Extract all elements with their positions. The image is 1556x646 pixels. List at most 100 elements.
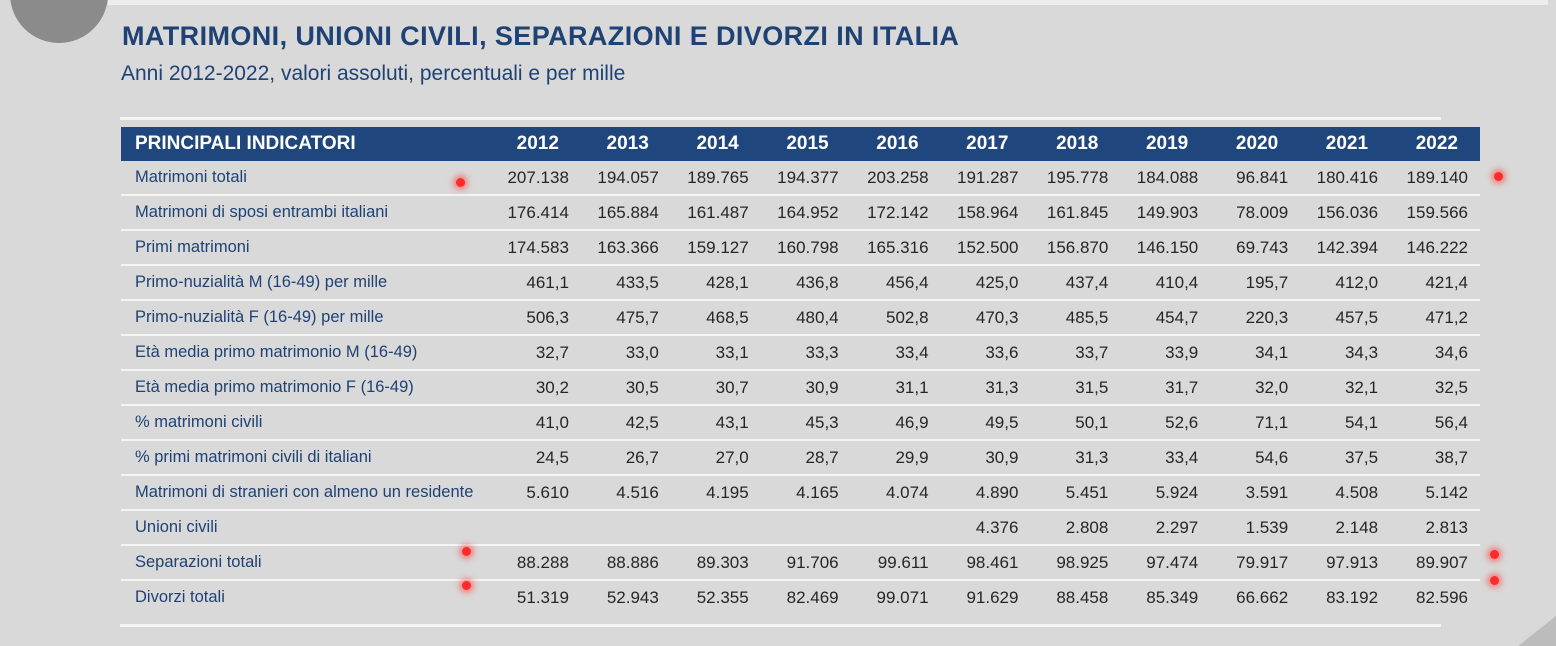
table-cell: 189.140	[1390, 161, 1480, 196]
header-year: 2022	[1390, 127, 1480, 161]
table-cell: 52,6	[1120, 405, 1211, 441]
table-cell: 4.890	[940, 475, 1031, 511]
table-cell: 475,7	[580, 300, 671, 336]
table-cell: 184.088	[1120, 161, 1211, 196]
table-cell: 146.222	[1390, 230, 1480, 266]
row-label: Età media primo matrimonio M (16-49)	[121, 335, 491, 371]
table-cell: 165.884	[580, 195, 671, 231]
table-row: Età media primo matrimonio F (16-49) 30,2…	[121, 370, 1480, 406]
table-cell: 32,5	[1390, 370, 1480, 406]
table-cell	[580, 510, 671, 546]
row-label: Primo-nuzialità F (16-49) per mille	[121, 300, 491, 336]
table-cell: 88.886	[580, 545, 671, 581]
table-cell: 34,3	[1300, 335, 1391, 371]
table-cell: 54,6	[1210, 440, 1301, 476]
marker-dot	[462, 547, 471, 556]
table-row: % primi matrimoni civili di italiani 24,5…	[121, 440, 1480, 476]
table-cell: 33,1	[670, 335, 761, 371]
table-cell: 158.964	[940, 195, 1031, 231]
table-cell: 89.907	[1390, 545, 1480, 581]
row-label: Unioni civili	[121, 510, 491, 546]
marker-dot	[1490, 576, 1499, 585]
table-cell: 83.192	[1326, 587, 1379, 607]
table-cell: 89.303	[670, 545, 761, 581]
row-label: Matrimoni di stranieri con almeno un res…	[121, 475, 491, 511]
table-cell: 46,9	[850, 405, 941, 441]
table-cell: 30,7	[670, 370, 761, 406]
table-cell: 31,7	[1120, 370, 1211, 406]
table-cell: 189.765	[670, 161, 761, 196]
table-cell: 468,5	[670, 300, 761, 336]
table-cell: 4.376	[940, 510, 1031, 546]
table-cell: 56,4	[1390, 405, 1480, 441]
table-header-row: PRINCIPALI INDICATORI 2012 2013 2014 201…	[121, 127, 1480, 161]
table-row: Primi matrimoni 174.583 163.366 159.127 160.…	[121, 230, 1480, 266]
table-cell: 33,9	[1120, 335, 1211, 371]
table-cell: 31,5	[1030, 370, 1121, 406]
table-cell: 34,1	[1210, 335, 1301, 371]
page-title: MATRIMONI, UNIONI CIVILI, SEPARAZIONI E …	[122, 21, 960, 51]
table-cell: 38,7	[1390, 440, 1480, 476]
table-cell: 5.451	[1030, 475, 1121, 511]
logo-icon	[10, 0, 108, 43]
header-year: 2015	[760, 127, 851, 161]
table-row: Primo-nuzialità F (16-49) per mille 506,3…	[121, 300, 1480, 336]
table-cell: 52.943	[606, 587, 659, 607]
table-row: Matrimoni totali 207.138 194.057 189.765 194…	[121, 161, 1480, 196]
table-cell: 99.071	[876, 587, 929, 607]
table-row: Unioni civili 4.376 2.808 2.297 1.539 2.148 2.…	[121, 510, 1480, 546]
table-top-divider	[120, 117, 1441, 120]
table-cell: 49,5	[940, 405, 1031, 441]
table-cell: 33,0	[580, 335, 671, 371]
table-row: Primo-nuzialità M (16-49) per mille 461,1…	[121, 265, 1480, 301]
table-cell: 37,5	[1300, 440, 1391, 476]
table-cell: 194.057	[580, 161, 671, 196]
table-cell: 461,1	[491, 265, 581, 301]
table-cell: 502,8	[850, 300, 941, 336]
table-cell: 99.611	[850, 545, 941, 581]
table-cell: 163.366	[580, 230, 671, 266]
table-cell: 31,1	[850, 370, 941, 406]
table-cell: 471,2	[1390, 300, 1480, 336]
corner-decoration	[1518, 616, 1556, 646]
table-cell: 2.297	[1120, 510, 1211, 546]
table-cell: 33,3	[760, 335, 851, 371]
table-cell: 412,0	[1300, 265, 1391, 301]
header-year: 2018	[1030, 127, 1121, 161]
table-cell: 82.469	[786, 587, 839, 607]
table-cell: 28,7	[760, 440, 851, 476]
marker-dot	[1494, 172, 1503, 181]
row-label: Primi matrimoni	[121, 230, 491, 266]
table-cell: 4.165	[760, 475, 851, 511]
table-cell: 142.394	[1300, 230, 1391, 266]
table-cell: 436,8	[760, 265, 851, 301]
table-cell	[850, 510, 941, 546]
table-cell: 5.142	[1390, 475, 1480, 511]
header-year: 2014	[670, 127, 761, 161]
row-label: Divorzi totali	[135, 588, 225, 606]
table-cell: 32,1	[1300, 370, 1391, 406]
marker-dot	[1490, 550, 1499, 559]
table-cell: 4.195	[670, 475, 761, 511]
table-cell: 98.461	[940, 545, 1031, 581]
table-cell: 207.138	[491, 161, 581, 196]
table-cell: 456,4	[850, 265, 941, 301]
table-cell: 4.074	[850, 475, 941, 511]
table-cell: 30,9	[940, 440, 1031, 476]
row-label: Primo-nuzialità M (16-49) per mille	[121, 265, 491, 301]
table-cell: 50,1	[1030, 405, 1121, 441]
table-cell: 149.903	[1120, 195, 1211, 231]
table-cell: 156.036	[1300, 195, 1391, 231]
table-cell	[760, 510, 851, 546]
top-divider	[108, 0, 1548, 5]
table-cell: 33,4	[850, 335, 941, 371]
table-cell: 146.150	[1120, 230, 1211, 266]
table-cell: 91.629	[966, 587, 1019, 607]
table-cell: 33,7	[1030, 335, 1121, 371]
table-cell: 2.808	[1030, 510, 1121, 546]
table-cell: 428,1	[670, 265, 761, 301]
table-cell: 78.009	[1210, 195, 1301, 231]
table-cell: 3.591	[1210, 475, 1301, 511]
table-row: % matrimoni civili 41,0 42,5 43,1 45,3 46,9 49…	[121, 405, 1480, 441]
table-cell: 4.516	[580, 475, 671, 511]
